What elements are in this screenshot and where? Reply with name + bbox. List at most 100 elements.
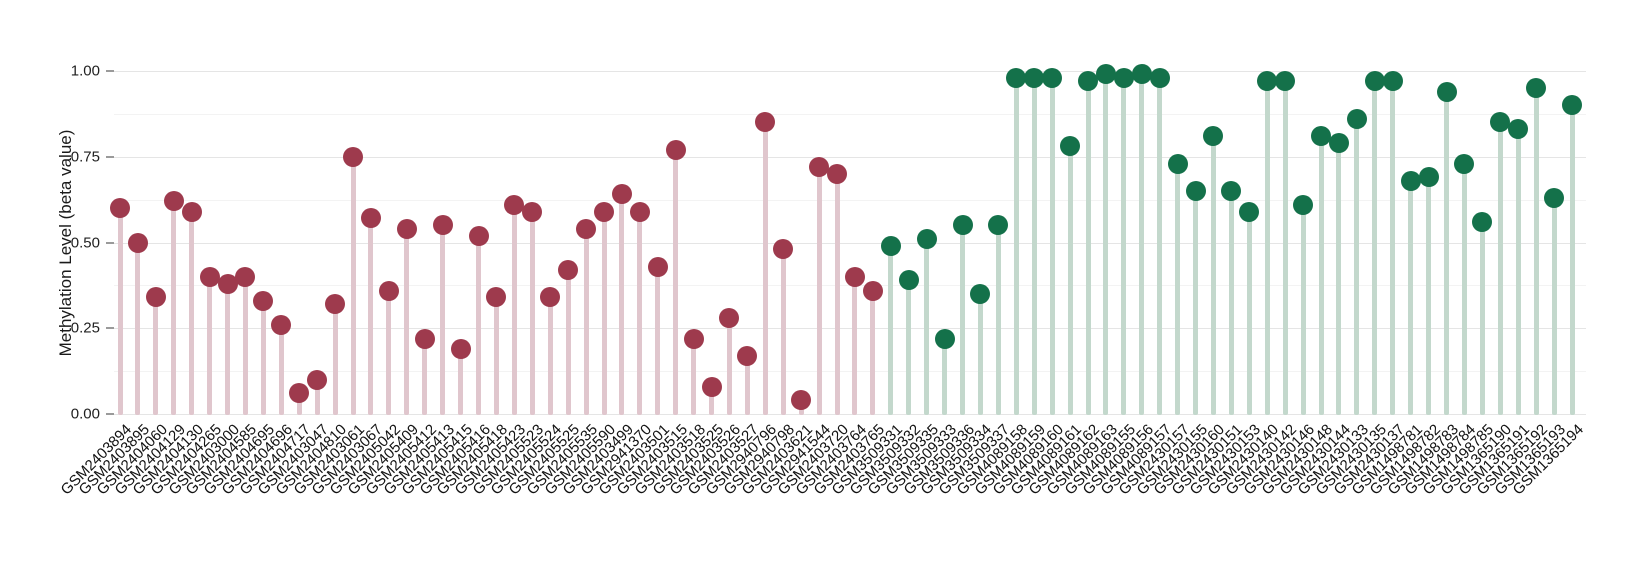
dot	[1311, 126, 1332, 147]
stem	[637, 211, 643, 415]
stem	[511, 204, 517, 415]
dot	[1490, 112, 1511, 133]
dot	[1436, 81, 1457, 102]
stem	[1282, 81, 1288, 415]
y-tick-mark	[106, 327, 114, 330]
dot	[1095, 64, 1116, 85]
dot	[862, 280, 883, 301]
dot	[719, 307, 740, 328]
stem	[1246, 211, 1252, 415]
dot	[1060, 136, 1081, 157]
dot	[1221, 181, 1242, 202]
stem	[762, 122, 768, 415]
dot	[325, 294, 346, 315]
dot	[307, 369, 328, 390]
dot	[1364, 71, 1385, 92]
dot	[1113, 67, 1134, 88]
dot	[414, 328, 435, 349]
stem	[260, 300, 266, 415]
stem	[368, 218, 374, 415]
minor-gridline	[114, 371, 1586, 373]
stem	[440, 225, 446, 415]
stem	[709, 386, 715, 415]
stem	[888, 245, 894, 415]
dot	[1042, 67, 1063, 88]
dot	[737, 345, 758, 366]
y-tick-label: 0.75	[70, 148, 100, 166]
dot	[880, 235, 901, 256]
dot	[1185, 181, 1206, 202]
stem	[601, 211, 607, 415]
stem	[1031, 77, 1037, 415]
dot	[360, 208, 381, 229]
dot	[1382, 71, 1403, 92]
dot	[1508, 119, 1529, 140]
dot	[486, 287, 507, 308]
stem	[386, 290, 392, 415]
stem	[744, 355, 750, 415]
stem	[332, 304, 338, 415]
stem	[960, 225, 966, 415]
dot	[647, 256, 668, 277]
dot	[1472, 211, 1493, 232]
stem	[135, 242, 141, 415]
stem	[529, 211, 535, 415]
dot	[540, 287, 561, 308]
dot	[898, 270, 919, 291]
dot	[683, 328, 704, 349]
stem	[780, 249, 786, 415]
major-gridline	[114, 242, 1586, 244]
stem	[816, 167, 822, 415]
y-tick-label: 1.00	[70, 62, 100, 80]
stem	[1013, 77, 1019, 415]
dot	[271, 314, 292, 335]
major-gridline	[114, 156, 1586, 158]
stem	[458, 348, 464, 415]
dot	[1526, 78, 1547, 99]
dot	[1346, 109, 1367, 130]
dot	[1544, 187, 1565, 208]
dot	[1203, 126, 1224, 147]
dot	[504, 194, 525, 215]
stem	[1264, 81, 1270, 415]
stem	[547, 297, 553, 415]
stem	[278, 324, 284, 415]
dot	[1400, 170, 1421, 191]
dot	[576, 218, 597, 239]
dot	[1418, 167, 1439, 188]
stem	[583, 228, 589, 415]
dot	[289, 383, 310, 404]
stem	[1444, 91, 1450, 415]
stem	[404, 228, 410, 415]
y-tick-label: 0.25	[70, 319, 100, 337]
dot	[1078, 71, 1098, 92]
dot	[773, 239, 794, 260]
stem	[1139, 74, 1145, 415]
dot	[1275, 71, 1296, 92]
stem	[1533, 88, 1539, 415]
stem	[296, 393, 302, 415]
stem	[995, 225, 1001, 415]
y-tick-label: 0.50	[70, 234, 100, 251]
dot	[110, 198, 130, 219]
stem	[171, 201, 177, 415]
dot	[1024, 67, 1045, 88]
stem	[691, 338, 697, 415]
stem	[242, 276, 248, 415]
stem	[1461, 163, 1467, 415]
stem	[1390, 81, 1396, 415]
stem	[189, 211, 195, 415]
dot	[235, 266, 256, 287]
dot	[934, 328, 955, 349]
dot	[629, 201, 650, 222]
dot	[827, 163, 848, 184]
stem	[1336, 143, 1342, 415]
dot	[1167, 153, 1188, 174]
stem	[1193, 191, 1199, 415]
dot	[253, 290, 274, 311]
dot	[1328, 133, 1349, 154]
stem	[350, 156, 356, 415]
dot	[1454, 153, 1475, 174]
stem	[565, 269, 571, 415]
stem	[1049, 77, 1055, 415]
